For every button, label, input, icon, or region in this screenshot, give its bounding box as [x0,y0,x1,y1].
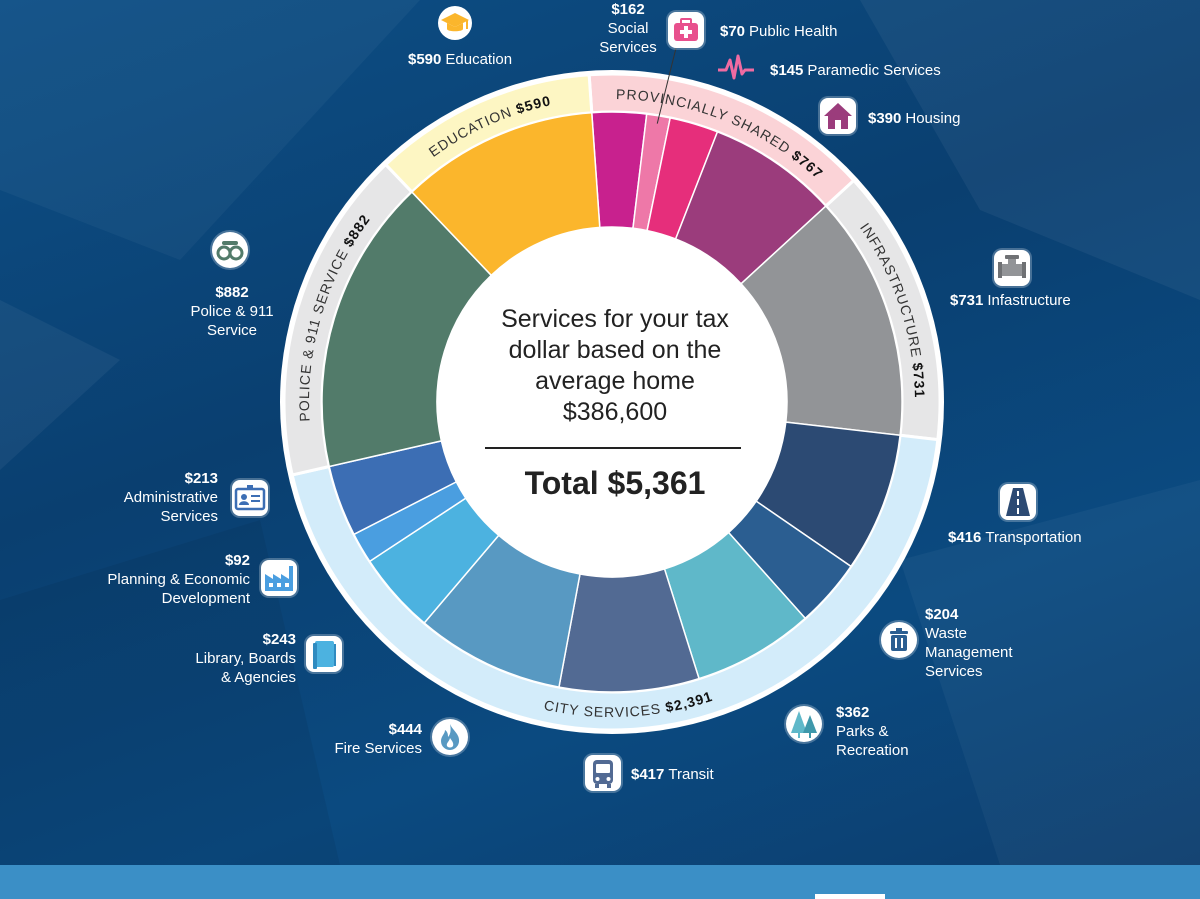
center-divider [485,447,741,449]
house-icon [820,98,856,134]
callout-amount: $243 [262,631,296,648]
callout-name: Housing [905,110,961,127]
callout-name: Services [599,39,657,56]
callout-name: Public Health [749,23,838,40]
callout-amount: $204 [925,606,959,623]
callout-name: Transportation [985,529,1082,546]
center-title: Services for your tax dollar based on th… [470,304,760,428]
callout-amount: $390 [868,110,902,127]
callout-name: Services [160,508,218,525]
callout-amount: $162 [611,1,645,18]
callout-name: Recreation [836,742,909,759]
callout-name: Paramedic Services [807,62,941,79]
callout-name: Library, Boards [195,650,296,667]
callout-social-services: $162 Social Services [590,0,666,57]
background-facets [0,520,340,865]
center-title-line: Services for your tax [501,305,729,333]
callout-name: & Agencies [220,669,296,686]
callout-fire: $444 Fire Services [310,720,422,758]
callout-name: Planning & Economic [107,571,250,588]
callout-name: Administrative [123,489,218,506]
callout-amount: $417 [631,766,665,783]
trees-icon [786,706,822,742]
callout-public-health: $70 Public Health [720,22,837,41]
callout-planning: $92 Planning & Economic Development [60,551,250,608]
callout-name: Development [161,590,250,607]
callout-paramedic-services: $145 Paramedic Services [770,61,941,80]
callout-name: Transit [668,766,714,783]
trash-bin-icon [881,622,917,658]
handcuffs-icon [212,232,248,268]
bus-icon [585,755,621,791]
callout-name: Fire Services [334,740,422,757]
book-icon [306,636,342,672]
callout-transportation: $416 Transportation [948,528,1082,547]
center-title-line: dollar based on the [508,336,722,364]
callout-infrastructure: $731 Infastructure [950,291,1071,310]
first-aid-kit-icon [668,12,704,48]
callout-amount: $444 [388,721,422,738]
id-card-icon [232,480,268,516]
factory-icon [261,560,297,596]
callout-name: Infastructure [987,292,1071,309]
callout-name: Service [206,322,258,339]
pipe-icon [994,250,1030,286]
callout-parks: $362 Parks & Recreation [836,703,909,760]
footer-band [0,865,1200,899]
callout-amount: $362 [836,704,870,721]
center-title-line: $386,600 [562,398,668,426]
callout-name: Police & 911 [190,303,274,320]
callout-name: Management [925,644,1013,661]
callout-name: Education [445,51,513,68]
leader-line-public-health [656,47,677,124]
callout-administrative: $213 Administrative Services [100,469,218,526]
callout-amount: $70 [720,23,746,40]
callout-name: Social [607,20,649,37]
flame-icon [432,719,468,755]
callout-amount: $145 [770,62,804,79]
callout-amount: $213 [184,470,218,487]
callout-waste: $204 Waste Management Services [925,605,1013,681]
callout-name: Waste [925,625,967,642]
road-icon [1000,484,1036,520]
callout-transit: $417 Transit [631,765,714,784]
callout-police: $882 Police & 911 Service [170,283,294,340]
callout-amount: $416 [948,529,982,546]
callout-education: $590 Education [408,50,512,69]
heartbeat-icon [718,50,754,86]
callout-amount: $731 [950,292,984,309]
callout-amount: $882 [215,284,249,301]
callout-library: $243 Library, Boards & Agencies [150,630,296,687]
center-title-line: average home [535,367,695,395]
center-total: Total $5,361 [524,465,706,501]
callout-amount: $92 [224,552,250,569]
graduation-cap-icon [437,5,473,41]
footer-tab [815,894,885,899]
donut-center [437,227,787,577]
callout-name: Parks & [836,723,889,740]
callout-amount: $590 [408,51,442,68]
callout-housing: $390 Housing [868,109,960,128]
callout-name: Services [925,663,983,680]
